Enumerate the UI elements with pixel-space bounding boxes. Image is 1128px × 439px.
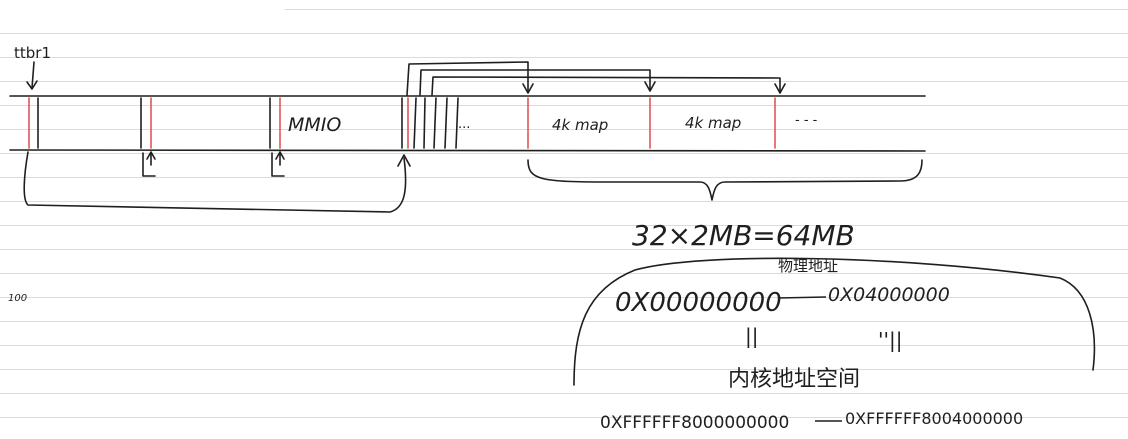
- physical-range-end: 0X04000000: [828, 284, 950, 306]
- ellipsis-inner: ...: [458, 117, 470, 132]
- virtual-address-title: 内核地址空间: [728, 367, 860, 392]
- margin-note: 100: [8, 293, 27, 304]
- top-arrow-2: [419, 69, 651, 96]
- map-label-1: 4k map: [552, 116, 608, 134]
- map-label-2: 4k map: [685, 114, 741, 132]
- size-brace: [527, 159, 923, 201]
- small-up-arrow-2: [271, 152, 285, 177]
- ditto-mark-1: ||: [745, 324, 758, 348]
- mmio-label: MMIO: [288, 114, 341, 136]
- virtual-range-end: 0XFFFFFF8004000000: [845, 409, 1023, 428]
- ttbr1-label: ttbr1: [14, 44, 51, 62]
- ellipsis-outer: - - -: [795, 113, 818, 128]
- top-arrow-1: [406, 61, 529, 96]
- physical-range-start: 0X00000000: [615, 288, 782, 318]
- physical-address-title: 物理地址: [778, 257, 838, 275]
- ditto-mark-2: ''||: [878, 328, 902, 352]
- virtual-range-start: 0XFFFFFF8000000000: [600, 413, 789, 433]
- strip-bottom-line: [9, 149, 926, 152]
- small-up-arrow-1: [142, 152, 156, 177]
- address-bracket: [573, 257, 1096, 386]
- size-equation: 32×2MB=64MB: [632, 219, 855, 252]
- ttbr1-arrow: [31, 61, 35, 89]
- bottom-loop-arrow: [23, 151, 407, 213]
- top-arrow-3: [431, 76, 781, 96]
